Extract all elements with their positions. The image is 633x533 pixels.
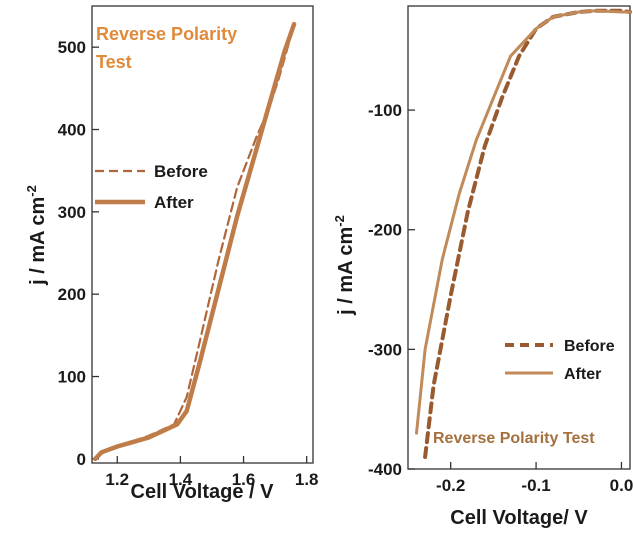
right-x-tick-label: 0.0 (610, 476, 633, 495)
right-legend-before-label: Before (564, 338, 615, 355)
left-plot-frame (91, 5, 314, 464)
left-y-tick-label: 200 (58, 285, 86, 304)
right-series-after-line (415, 9, 632, 435)
left-chart-title-line2: Test (96, 52, 132, 72)
right-plot-frame (407, 5, 631, 470)
left-x-tick-label: 1.2 (105, 470, 129, 489)
left-legend-after-label: After (154, 193, 194, 212)
left-y-ticks: 0 100 200 300 400 500 (58, 38, 99, 469)
right-chart-title: Reverse Polarity Test (433, 430, 595, 447)
right-y-axis-label: j / mA cm-2 (332, 215, 357, 316)
chart-left: 1.2 1.4 1.6 1.8 0 100 200 300 400 500 Reverse Po… (24, 5, 319, 503)
right-series-before-line (423, 8, 632, 459)
left-y-axis-label-sup: -2 (24, 185, 39, 197)
right-x-ticks: -0.2 -0.1 0.0 (436, 462, 633, 495)
left-y-tick-label: 0 (77, 450, 86, 469)
right-y-tick-label: -400 (368, 460, 402, 479)
chart-right: -0.2 -0.1 0.0 -100 -200 -300 -400 Before Afte… (332, 5, 633, 529)
left-x-tick-label: 1.4 (169, 470, 193, 489)
right-y-tick-label: -300 (368, 340, 402, 359)
right-y-axis-label-main: j / mA cm (335, 227, 357, 316)
right-y-axis-label-sup: -2 (332, 215, 347, 227)
right-x-tick-label: -0.1 (521, 476, 550, 495)
right-y-tick-label: -100 (368, 101, 402, 120)
left-y-axis-label-main: j / mA cm (27, 197, 49, 286)
right-x-axis-label: Cell Voltage/ V (450, 507, 588, 529)
right-y-tick-label: -200 (368, 221, 402, 240)
left-series-before-line (94, 23, 296, 460)
left-x-axis-label: Cell Voltage / V (131, 481, 275, 503)
left-y-tick-label: 500 (58, 38, 86, 57)
left-legend: Before After (95, 162, 208, 212)
right-x-tick-label: -0.2 (436, 476, 465, 495)
left-x-tick-label: 1.8 (295, 470, 319, 489)
left-y-tick-label: 100 (58, 368, 86, 387)
left-series-after-line (92, 21, 297, 462)
right-y-ticks: -100 -200 -300 -400 (368, 101, 415, 479)
left-y-tick-label: 300 (58, 203, 86, 222)
left-x-ticks: 1.2 1.4 1.6 1.8 (105, 456, 319, 489)
left-series (92, 21, 297, 462)
right-legend-after-label: After (564, 366, 601, 383)
left-y-axis-label: j / mA cm-2 (24, 185, 49, 286)
left-legend-before-label: Before (154, 162, 208, 181)
left-x-tick-label: 1.6 (232, 470, 256, 489)
right-series (415, 8, 632, 459)
right-legend: Before After (505, 338, 615, 383)
left-chart-title-line1: Reverse Polarity (96, 24, 237, 44)
left-y-tick-label: 400 (58, 121, 86, 140)
